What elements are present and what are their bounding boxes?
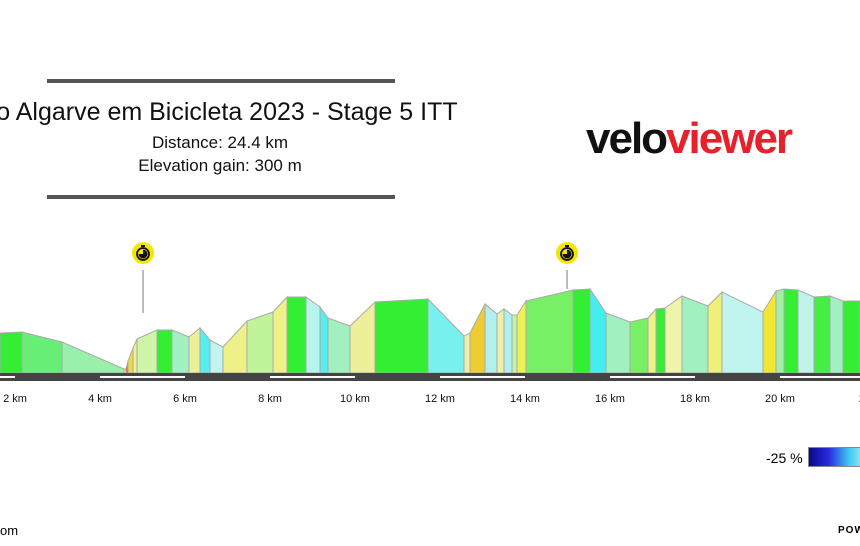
profile-segment <box>707 290 723 374</box>
profile-segment <box>21 331 63 374</box>
profile-segment <box>842 300 860 374</box>
km-dash <box>610 376 695 378</box>
profile-segment <box>647 307 657 374</box>
profile-segment <box>246 311 274 374</box>
stopwatch-icon[interactable] <box>556 242 578 264</box>
legend-min-label: -25 % <box>766 450 803 466</box>
profile-segment <box>132 338 138 374</box>
km-dash <box>0 376 15 378</box>
x-tick-label: 10 km <box>340 393 370 405</box>
x-tick-label: 14 km <box>510 393 540 405</box>
profile-segment <box>516 299 527 374</box>
profile-segment <box>762 289 777 374</box>
profile-segment <box>61 341 125 374</box>
x-tick-label: 16 km <box>595 393 625 405</box>
profile-segment <box>496 308 505 374</box>
x-tick-label: 4 km <box>88 393 112 405</box>
profile-segment <box>209 339 224 374</box>
profile-segment <box>327 317 351 374</box>
profile-segment <box>813 295 831 374</box>
profile-segment <box>721 291 764 374</box>
profile-segment <box>171 329 190 374</box>
profile-segment <box>136 329 158 374</box>
km-dash <box>270 376 355 378</box>
profile-segment <box>589 287 607 374</box>
profile-segment <box>305 296 321 374</box>
profile-segment <box>605 312 631 374</box>
profile-segment <box>775 288 785 374</box>
profile-segment <box>319 305 329 374</box>
profile-segment <box>511 314 518 374</box>
profile-segment <box>829 295 844 374</box>
km-dash <box>780 376 860 378</box>
profile-segment <box>272 295 288 374</box>
footer-powered-text: POW <box>838 525 860 536</box>
profile-segment <box>664 295 683 374</box>
x-tick-label: 20 km <box>765 393 795 405</box>
profile-segment <box>427 297 465 374</box>
km-dash <box>440 376 525 378</box>
profile-segment <box>572 288 591 374</box>
elevation-gain-text: Elevation gain: 300 m <box>138 156 302 175</box>
profile-segment <box>503 308 513 374</box>
title-rule-bottom <box>47 195 395 199</box>
page-title: ao Algarve em Bicicleta 2023 - Stage 5 I… <box>0 98 458 126</box>
profile-segment <box>349 300 376 374</box>
distance-text: Distance: 24.4 km <box>151 133 289 152</box>
profile-segment <box>127 347 134 374</box>
km-dash <box>100 376 185 378</box>
profile-segment <box>222 319 248 374</box>
x-tick-label: 18 km <box>680 393 710 405</box>
x-tick-label: 6 km <box>173 393 197 405</box>
profile-segment <box>681 295 709 374</box>
profile-segment <box>629 317 649 374</box>
profile-segment <box>484 302 498 374</box>
profile-segment <box>525 289 574 374</box>
road-bar <box>0 373 860 381</box>
profile-segment <box>199 326 211 374</box>
title-rule-top <box>47 79 395 83</box>
gradient-legend-bar <box>808 447 860 467</box>
profile-segment <box>783 288 799 374</box>
profile-segment <box>655 307 666 374</box>
stopwatch-icon[interactable] <box>132 242 154 264</box>
footer-left-text: om <box>0 523 19 538</box>
profile-segment <box>463 332 471 374</box>
profile-segment <box>374 298 429 374</box>
profile-segment <box>286 296 307 374</box>
profile-segment <box>156 329 173 374</box>
x-tick-label: 8 km <box>258 393 282 405</box>
x-tick-label: 22 <box>859 393 860 405</box>
profile-segment <box>797 289 815 374</box>
profile-segment <box>469 303 486 374</box>
x-tick-label: 2 km <box>3 393 27 405</box>
x-tick-label: 12 km <box>425 393 455 405</box>
profile-segment <box>188 326 201 374</box>
profile-segment <box>0 331 23 374</box>
veloviewer-logo: veloviewer <box>586 114 793 163</box>
